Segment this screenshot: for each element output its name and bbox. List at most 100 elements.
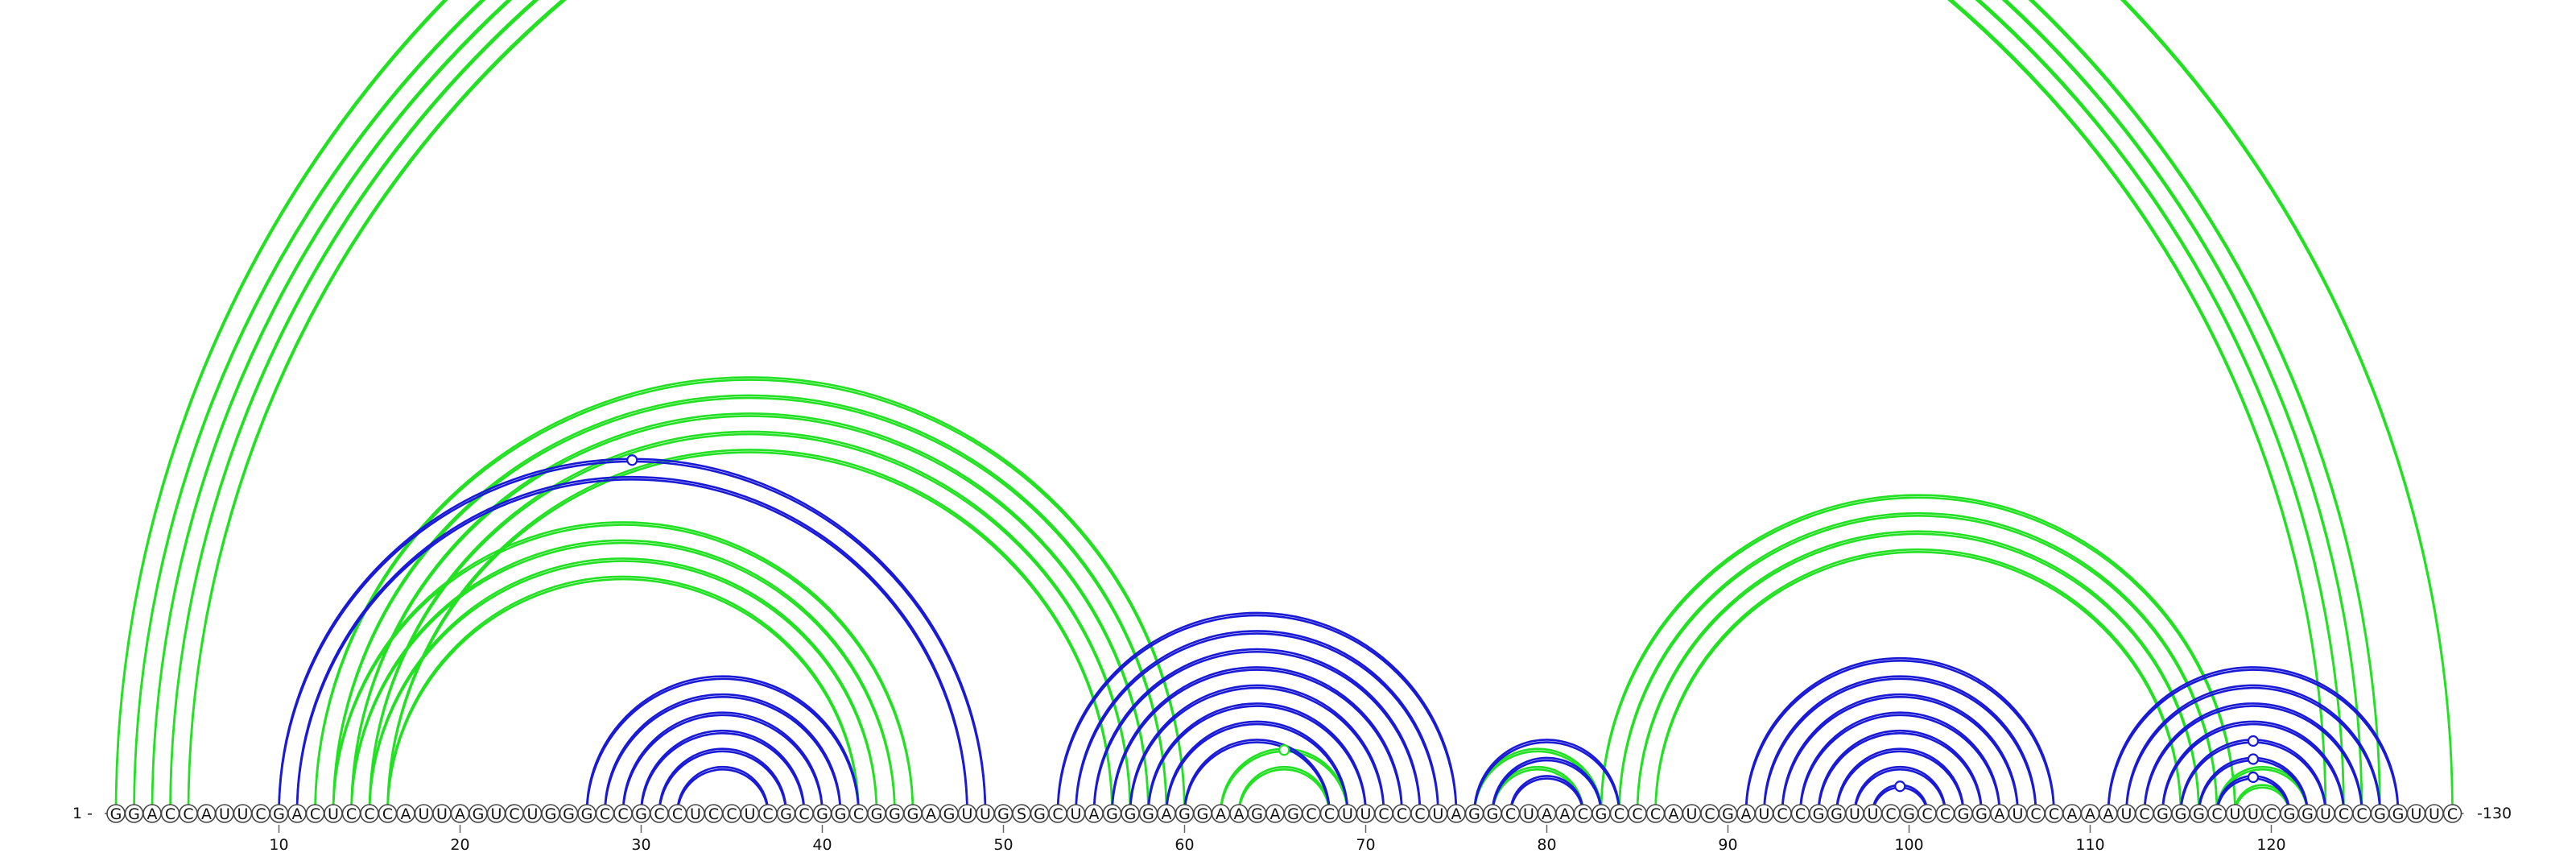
structure-a-arc	[1473, 739, 1620, 813]
structure-b-arc	[169, 0, 2345, 813]
structure-b-arc	[114, 0, 2454, 815]
structure-a-marker	[1894, 780, 1906, 793]
nucleotide-letter: C	[165, 805, 175, 823]
nucleotide-letter: U	[2320, 805, 2331, 823]
nucleotide-letter: U	[690, 805, 701, 823]
nucleotide-letter: C	[1324, 805, 1335, 823]
structure-a-arc	[1075, 632, 1439, 815]
structure-a-arc	[1817, 732, 1983, 815]
structure-b-arc	[114, 0, 2454, 813]
nucleotide-letter: G	[1813, 805, 1825, 823]
structure-b-arc	[151, 0, 2363, 813]
structure-a-arc	[1817, 729, 1983, 813]
structure-a-arc	[1491, 759, 1603, 815]
axis-tick-label: 50	[993, 836, 1013, 854]
structure-a-arc	[1165, 720, 1349, 813]
nucleotide-letter: C	[2211, 805, 2222, 823]
nucleotide-letter: G	[273, 805, 285, 823]
nucleotide-letter: A	[1089, 805, 1100, 823]
nucleotide-letter: U	[219, 805, 230, 823]
nucleotide-letter: G	[1251, 805, 1263, 823]
nucleotide-letter: G	[1487, 805, 1499, 823]
structure-a-arc	[1092, 648, 1422, 813]
axis-tick-label: 120	[2256, 836, 2285, 854]
structure-b-arc	[1618, 515, 2219, 815]
structure-a-arc	[2125, 684, 2381, 813]
structure-b-arc	[1600, 496, 2236, 815]
nucleotide-letter: C	[2049, 805, 2059, 823]
structure-a-arc	[1165, 722, 1349, 815]
nucleotide-letter: G	[1468, 805, 1480, 823]
nucleotide-letter: C	[1505, 805, 1516, 823]
nucleotide-letter: U	[419, 805, 430, 823]
nucleotide-letter: A	[926, 805, 936, 823]
nucleotide-letter: C	[1306, 805, 1316, 823]
nucleotide-letter: C	[1052, 805, 1063, 823]
nucleotide-letter: G	[128, 805, 140, 823]
nucleotide-letter: U	[1868, 805, 1879, 823]
end-label: -130	[2477, 805, 2512, 822]
structure-a-arc	[604, 693, 842, 813]
nucleotide-letter: C	[600, 805, 610, 823]
structure-b-arc	[169, 0, 2345, 815]
structure-b-arc	[133, 0, 2381, 813]
nucleotide-letter: C	[1922, 805, 1932, 823]
nucleotide-letter: U	[2121, 805, 2132, 823]
nucleotide-letter: C	[255, 805, 266, 823]
nucleotide-letter: C	[1795, 805, 1806, 823]
structure-a-arc	[621, 714, 824, 815]
nucleotide-letter: G	[871, 805, 883, 823]
nucleotide-letter: U	[1342, 805, 1353, 823]
nucleotide-letter: G	[1722, 805, 1734, 823]
axis-tick-label: 20	[450, 836, 469, 854]
nucleotide-letter: C	[183, 805, 193, 823]
nucleotide-letter: A	[201, 805, 212, 823]
structure-b-arc	[151, 0, 2363, 815]
nucleotide-letter: U	[1071, 805, 1082, 823]
nucleotide-letter: A	[1560, 805, 1571, 823]
nucleotide-letter: C	[2030, 805, 2041, 823]
nucleotide-letter: U	[328, 805, 339, 823]
structure-a-arc	[1147, 705, 1367, 815]
pair-markers	[626, 454, 2260, 793]
nucleotide-letter: A	[1270, 805, 1281, 823]
structure-b-arc	[332, 394, 1168, 813]
structure-b-arc	[1237, 768, 1331, 815]
structure-a-arc	[2143, 705, 2363, 815]
nucleotide-letter: C	[1885, 805, 1896, 823]
structure-b-arc	[350, 415, 1150, 815]
nucleotide-letter: U	[2013, 805, 2024, 823]
nucleotide-letter: G	[1142, 805, 1154, 823]
nucleotide-letter: A	[2067, 805, 2078, 823]
structure-a-arc	[621, 711, 824, 813]
structure-b-arc	[1636, 530, 2200, 813]
nucleotide-letter: U	[1849, 805, 1860, 823]
structure-a-arc	[2107, 669, 2400, 815]
nucleotide-letter: A	[1542, 805, 1552, 823]
nucleotide-letter: C	[2266, 805, 2277, 823]
structure-a-arc	[640, 732, 806, 815]
structure-a-marker	[2247, 771, 2260, 784]
nucleotide-letter: A	[1669, 805, 1679, 823]
axis-tick-label: 80	[1537, 836, 1556, 854]
axis-tick-label: 90	[1718, 836, 1737, 854]
nucleotide-letter: G	[1975, 805, 1988, 823]
structure-a-arc	[1781, 693, 2019, 813]
structure-a-marker	[2247, 753, 2260, 765]
nucleotide-letter: G	[2193, 805, 2205, 823]
structure-b-arc	[350, 412, 1150, 813]
axis-tick-label: 70	[1356, 836, 1375, 854]
structure-a-arc	[1056, 611, 1458, 813]
nucleotide-letter: U	[1759, 805, 1770, 823]
structure-b-arc	[133, 0, 2381, 815]
nucleotide-letter: C	[1578, 805, 1588, 823]
structure-a-arc	[585, 677, 860, 815]
nucleotide-letter: G	[1831, 805, 1843, 823]
nucleotide-letter: A	[401, 805, 411, 823]
structure-a-arc	[1744, 656, 2055, 813]
nucleotide-letter: C	[799, 805, 809, 823]
structure-b-arc	[1654, 548, 2182, 813]
nucleotide-letter: G	[581, 805, 593, 823]
structure-a-arc	[295, 478, 968, 815]
